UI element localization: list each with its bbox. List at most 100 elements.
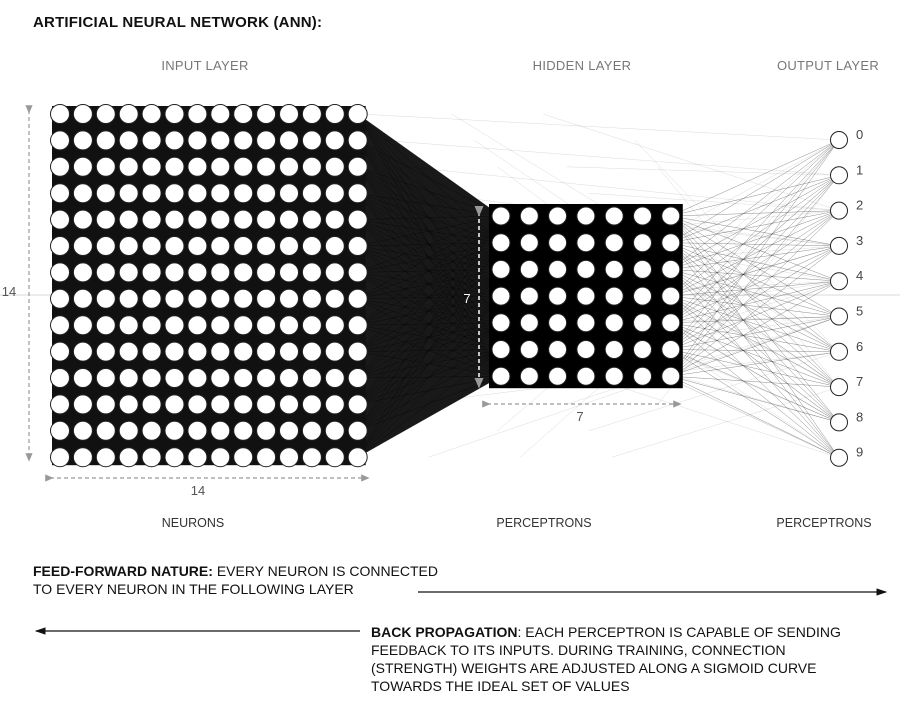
hidden-perceptron [548, 366, 568, 386]
input-neuron [72, 394, 93, 415]
hidden-perceptron [661, 313, 681, 333]
connection-line [451, 210, 840, 247]
connection-line [428, 316, 840, 458]
output-digit-label: 1 [856, 162, 863, 177]
output-perceptron [830, 236, 848, 255]
input-neuron [72, 104, 93, 124]
connection-line [670, 245, 840, 324]
connection-line [670, 349, 840, 353]
hidden-perceptron [633, 313, 652, 333]
input-neuron [72, 236, 93, 256]
input-neuron [50, 156, 70, 177]
input-neuron [118, 130, 139, 151]
hidden-perceptron [519, 259, 539, 279]
connection-line [670, 269, 840, 282]
hidden-sublabel: PERCEPTRONS [496, 516, 591, 530]
input-neuron [72, 420, 93, 441]
input-neuron [187, 315, 208, 336]
input-neuron [187, 420, 208, 441]
connection-line [670, 139, 840, 350]
input-neuron [279, 288, 299, 309]
input-neuron [50, 288, 70, 309]
input-neuron [164, 368, 185, 388]
input-neuron [50, 368, 70, 388]
connection-line [474, 140, 840, 388]
input-neuron [50, 420, 70, 441]
connection-line [359, 281, 840, 352]
connection-line [670, 245, 840, 377]
connection-line [670, 316, 840, 324]
input-neuron [279, 341, 299, 362]
connection-line [670, 349, 840, 423]
input-neuron [95, 209, 116, 230]
input-neuron [210, 341, 231, 362]
hidden-perceptron [519, 286, 539, 306]
connection-line [670, 322, 840, 423]
input-neuron [72, 183, 93, 204]
input-neuron [279, 262, 299, 283]
connection-line [670, 242, 840, 247]
input-neuron [141, 341, 162, 362]
hidden-perceptron [604, 340, 624, 359]
connection-line [670, 242, 840, 353]
input-neuron [141, 288, 162, 309]
connection-line [670, 269, 840, 388]
hidden-perceptron [604, 286, 624, 306]
connection-line [451, 113, 840, 352]
input-neuron [279, 209, 299, 230]
connection-line [634, 139, 840, 379]
input-neuron [118, 104, 139, 124]
input-neuron [210, 420, 231, 441]
input-neuron [256, 341, 277, 362]
input-neuron [233, 262, 254, 283]
connection-line [670, 215, 840, 317]
input-neuron [301, 130, 322, 151]
input-neuron [301, 447, 322, 468]
feed-forward-description: FEED-FORWARD NATURE: EVERY NEURON IS CON… [33, 562, 533, 598]
input-neuron [72, 315, 93, 336]
input-neuron [301, 341, 322, 362]
input-neuron [233, 236, 254, 256]
hidden-horizontal-dimension-label: 7 [576, 409, 583, 424]
hidden-perceptron [548, 286, 568, 306]
output-digit-label: 6 [856, 339, 863, 354]
input-neuron [95, 420, 116, 441]
connection-line [670, 280, 840, 350]
input-neuron [72, 156, 93, 177]
connection-line [670, 322, 840, 458]
connection-line [670, 175, 840, 297]
input-neuron [50, 341, 70, 362]
input-neuron [324, 104, 345, 124]
input-neuron [210, 262, 231, 283]
input-neuron [187, 368, 208, 388]
input-neuron [118, 262, 139, 283]
input-neuron [279, 447, 299, 468]
connection-line [670, 316, 840, 377]
hidden-perceptron [491, 286, 511, 306]
hidden-perceptron [548, 259, 568, 279]
input-neuron [164, 104, 185, 124]
output-perceptron [830, 448, 848, 467]
connection-line [520, 219, 840, 388]
connection-line [670, 349, 840, 458]
input-neuron [118, 341, 139, 362]
input-neuron [233, 288, 254, 309]
output-layer-label: OUTPUT LAYER [777, 58, 879, 73]
input-neuron [301, 104, 322, 124]
hidden-perceptron [491, 313, 511, 333]
input-neuron [50, 236, 70, 256]
hidden-perceptron [633, 366, 652, 386]
input-neuron [210, 236, 231, 256]
hidden-perceptron [661, 366, 681, 386]
hidden-perceptron [604, 259, 624, 279]
input-neuron [95, 368, 116, 388]
hidden-layer-label: HIDDEN LAYER [533, 58, 632, 73]
input-neuron [118, 209, 139, 230]
input-neuron [301, 288, 322, 309]
connection-line [670, 175, 840, 217]
input-neuron [95, 262, 116, 283]
input-layer-label: INPUT LAYER [161, 58, 248, 73]
hidden-perceptron [576, 340, 596, 359]
input-neuron [141, 130, 162, 151]
